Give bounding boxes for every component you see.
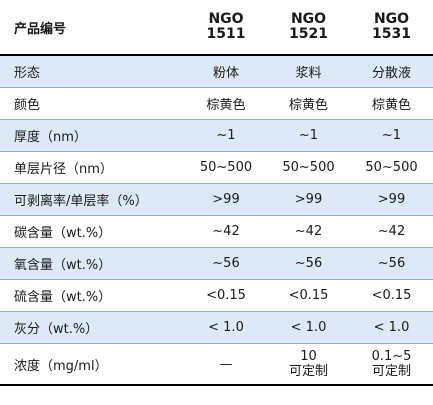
row-sulfur-content: 硫含量（wt.%） <0.15 <0.15 <0.15: [0, 279, 433, 312]
row-ash-content: 灰分（wt.%） < 1.0 < 1.0 < 1.0: [0, 311, 433, 344]
cell-value: >99: [350, 183, 433, 216]
product-code: 1531: [372, 26, 411, 42]
cell-value: —: [185, 343, 267, 386]
cell-value: 分散液: [350, 55, 433, 88]
cell-value: ~42: [185, 215, 267, 248]
row-label: 硫含量（wt.%）: [0, 279, 185, 312]
row-label: 形态: [0, 55, 185, 88]
row-label: 可剥离率/单层率（%）: [0, 183, 185, 216]
row-label: 颜色: [0, 87, 185, 120]
cell-value: 0.1~5 可定制: [350, 343, 433, 386]
cell-value: <0.15: [267, 279, 350, 312]
cell-value: 50~500: [350, 151, 433, 184]
cell-value: 50~500: [185, 151, 267, 184]
cell-value: < 1.0: [267, 311, 350, 344]
table-header-row: 产品编号 NGO 1511 NGO 1521 NGO 1531: [0, 0, 433, 56]
cell-value: <0.15: [350, 279, 433, 312]
row-label: 厚度（nm）: [0, 119, 185, 152]
row-flake-size: 单层片径（nm） 50~500 50~500 50~500: [0, 151, 433, 184]
row-label: 氧含量（wt.%）: [0, 247, 185, 280]
cell-value: ~56: [267, 247, 350, 280]
cell-value: 棕黄色: [350, 87, 433, 120]
cell-line: 0.1~5: [371, 349, 412, 364]
cell-value: 10 可定制: [267, 343, 350, 386]
row-thickness: 厚度（nm） ~1 ~1 ~1: [0, 119, 433, 152]
cell-value: 浆料: [267, 55, 350, 88]
row-label: 浓度（mg/ml）: [0, 343, 185, 386]
row-form: 形态 粉体 浆料 分散液: [0, 55, 433, 88]
cell-value: ~1: [350, 119, 433, 152]
row-label: 碳含量（wt.%）: [0, 215, 185, 248]
cell-line: 可定制: [371, 364, 411, 379]
cell-value: 粉体: [185, 55, 267, 88]
cell-value: < 1.0: [185, 311, 267, 344]
cell-value: ~56: [350, 247, 433, 280]
header-label: 产品编号: [0, 0, 185, 56]
cell-value: 50~500: [267, 151, 350, 184]
cell-value: ~1: [185, 119, 267, 152]
row-oxygen-content: 氧含量（wt.%） ~56 ~56 ~56: [0, 247, 433, 280]
cell-value: ~1: [267, 119, 350, 152]
cell-value: <0.15: [185, 279, 267, 312]
cell-value: 棕黄色: [185, 87, 267, 120]
cell-value: >99: [267, 183, 350, 216]
product-code: 1521: [289, 26, 328, 42]
product-name: NGO: [290, 11, 327, 27]
row-label: 单层片径（nm）: [0, 151, 185, 184]
cell-value: >99: [185, 183, 267, 216]
product-ngo-1531: NGO 1531: [350, 0, 433, 56]
cell-line: 10: [300, 349, 317, 364]
row-exfoliation-rate: 可剥离率/单层率（%） >99 >99 >99: [0, 183, 433, 216]
cell-line: 可定制: [288, 364, 328, 379]
cell-line: —: [219, 356, 233, 372]
cell-value: ~42: [267, 215, 350, 248]
cell-value: ~42: [350, 215, 433, 248]
product-name: NGO: [208, 11, 244, 27]
row-label: 灰分（wt.%）: [0, 311, 185, 344]
row-carbon-content: 碳含量（wt.%） ~42 ~42 ~42: [0, 215, 433, 248]
cell-value: 棕黄色: [267, 87, 350, 120]
cell-value: ~56: [185, 247, 267, 280]
row-color: 颜色 棕黄色 棕黄色 棕黄色: [0, 87, 433, 120]
product-name: NGO: [373, 11, 410, 27]
row-concentration: 浓度（mg/ml） — 10 可定制 0.1~5 可定制: [0, 343, 433, 386]
product-code: 1511: [206, 26, 246, 42]
cell-value: < 1.0: [350, 311, 433, 344]
product-ngo-1521: NGO 1521: [267, 0, 350, 56]
product-ngo-1511: NGO 1511: [185, 0, 267, 56]
